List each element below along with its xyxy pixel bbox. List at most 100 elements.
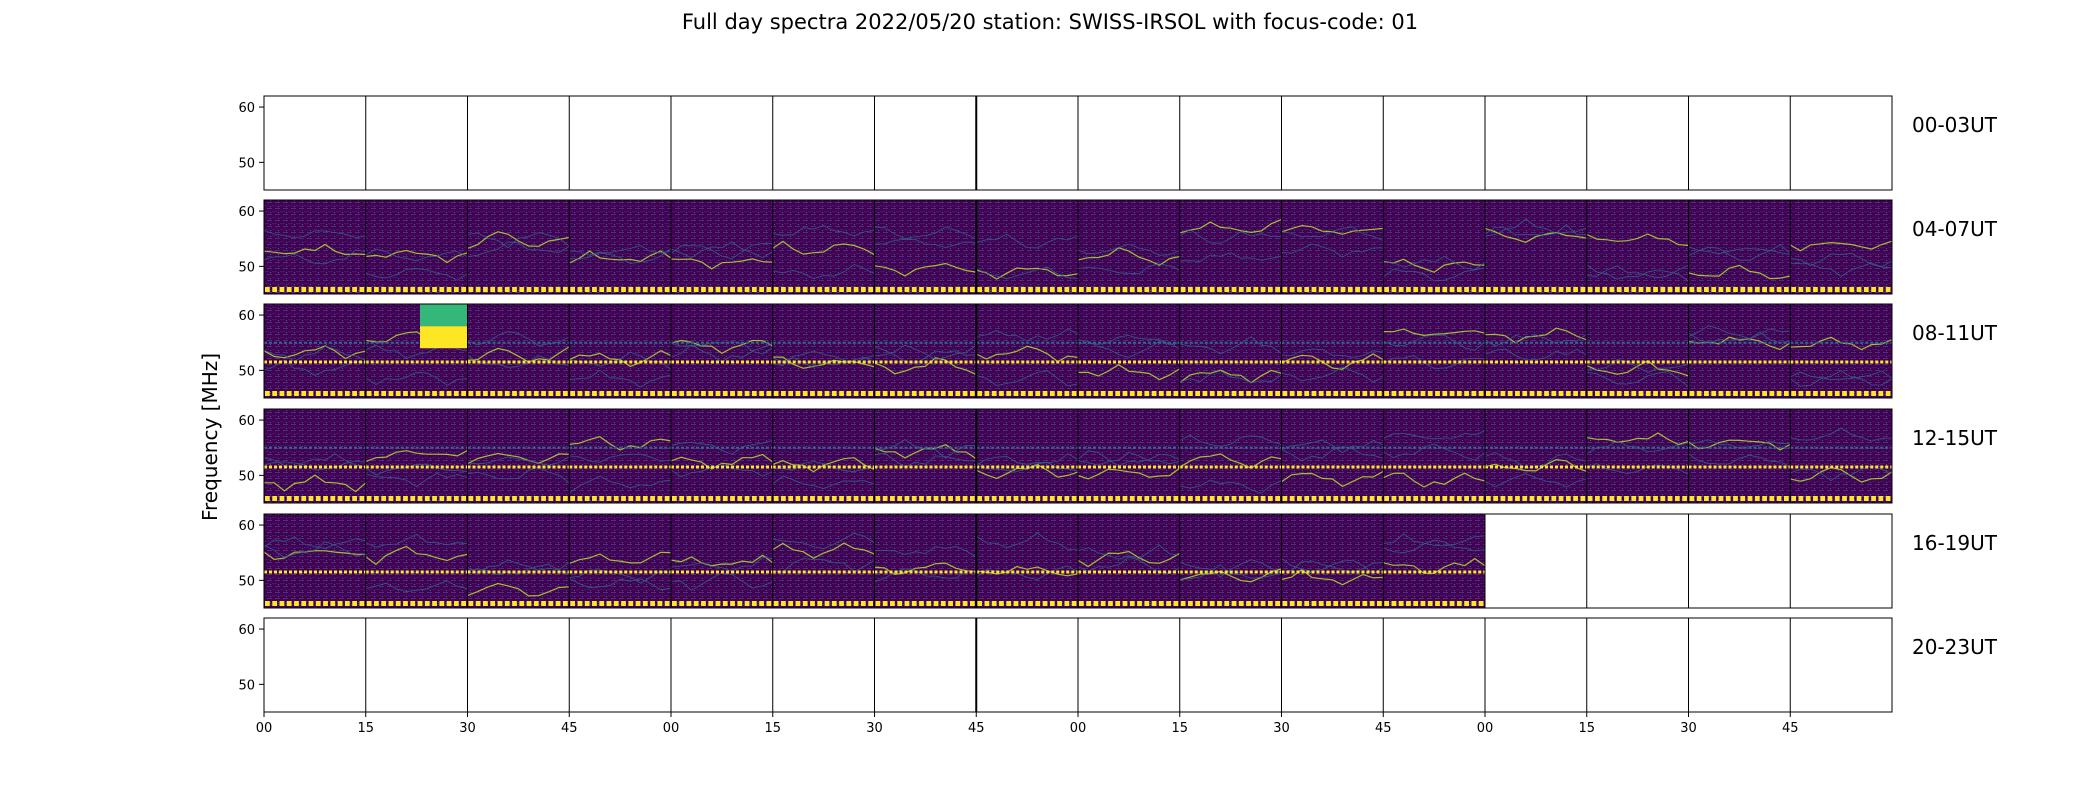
x-tick-label: 45: [968, 721, 985, 736]
calibration-marker: [497, 601, 503, 606]
calibration-marker: [1158, 601, 1164, 606]
emission-trace: [263, 249, 366, 265]
calibration-marker: [1398, 287, 1404, 292]
emission-trace: [365, 580, 468, 593]
emission-trace: [1383, 267, 1486, 282]
calibration-marker: [1783, 287, 1789, 292]
calibration-marker: [512, 391, 517, 396]
emission-trace: [670, 243, 773, 260]
calibration-marker: [1064, 287, 1070, 292]
calibration-marker: [940, 496, 946, 501]
emission-trace: [1077, 467, 1181, 480]
calibration-marker: [1202, 391, 1208, 396]
calibration-marker: [1427, 496, 1433, 501]
emission-trace: [874, 346, 977, 364]
calibration-marker: [1551, 287, 1557, 292]
calibration-marker: [1595, 391, 1600, 396]
calibration-marker: [1776, 287, 1782, 292]
calibration-marker: [751, 601, 757, 606]
calibration-marker: [1660, 287, 1666, 292]
calibration-marker: [766, 287, 772, 292]
calibration-marker: [1573, 287, 1578, 292]
calibration-marker: [1318, 601, 1324, 606]
calibration-marker: [1813, 287, 1818, 292]
calibration-marker: [1028, 601, 1033, 606]
calibration-marker: [853, 287, 859, 292]
y-tick-label: 50: [238, 364, 255, 379]
calibration-marker: [1595, 496, 1600, 501]
calibration-marker: [432, 391, 437, 396]
row-04-07UT: 60 50 04-07UT: [238, 199, 1998, 295]
calibration-marker: [1849, 496, 1855, 501]
calibration-marker: [1834, 496, 1840, 501]
emission-trace: [1484, 473, 1587, 488]
calibration-marker: [1224, 287, 1230, 292]
burst-region: [420, 304, 468, 327]
calibration-marker: [1246, 391, 1251, 396]
calibration-marker: [1791, 287, 1797, 292]
calibration-marker: [1035, 496, 1041, 501]
calibration-marker: [388, 496, 394, 501]
calibration-marker: [933, 496, 939, 501]
emission-trace: [874, 568, 977, 583]
calibration-marker: [352, 287, 357, 292]
calibration-marker: [439, 496, 445, 501]
emission-trace: [263, 230, 366, 239]
calibration-marker: [991, 287, 997, 292]
calibration-marker: [672, 391, 677, 396]
calibration-marker: [1384, 391, 1390, 396]
spectrum-panel: [1179, 304, 1282, 398]
calibration-marker: [1166, 391, 1171, 396]
calibration-marker: [1616, 287, 1622, 292]
row-frame: [263, 303, 1893, 399]
calibration-marker: [1340, 391, 1346, 396]
calibration-marker: [308, 391, 314, 396]
calibration-marker: [570, 391, 576, 396]
calibration-marker: [497, 391, 503, 396]
calibration-marker: [315, 601, 321, 606]
emission-trace: [365, 463, 468, 476]
emission-trace: [976, 267, 1079, 280]
emission-trace: [1586, 371, 1689, 387]
calibration-marker: [1028, 496, 1033, 501]
calibration-marker: [1435, 287, 1440, 292]
calibration-marker: [1326, 601, 1331, 606]
spectrum-panel: [1485, 409, 1587, 503]
calibration-marker: [432, 601, 437, 606]
calibration-marker: [1536, 391, 1542, 396]
calibration-marker: [846, 391, 852, 396]
calibration-marker: [1079, 601, 1084, 606]
row-label: 16-19UT: [1912, 531, 1998, 555]
calibration-marker: [1282, 496, 1288, 501]
emission-trace: [467, 466, 570, 484]
emission-trace: [1281, 439, 1384, 454]
calibration-marker: [1057, 391, 1062, 396]
calibration-marker: [730, 496, 735, 501]
calibration-marker: [1834, 287, 1840, 292]
calibration-marker: [897, 287, 903, 292]
calibration-marker: [1100, 287, 1106, 292]
emission-trace: [569, 475, 672, 494]
calibration-marker: [1682, 496, 1687, 501]
calibration-marker: [1209, 391, 1215, 396]
emission-trace: [1484, 218, 1587, 237]
calibration-marker: [831, 287, 837, 292]
calibration-marker: [1863, 496, 1869, 501]
emission-trace: [1790, 465, 1893, 482]
calibration-marker: [817, 287, 823, 292]
calibration-marker: [272, 287, 278, 292]
y-tick-label: 50: [238, 574, 255, 589]
calibration-marker: [715, 496, 721, 501]
calibration-marker: [831, 391, 837, 396]
calibration-marker: [1311, 496, 1317, 501]
calibration-marker: [1115, 391, 1121, 396]
calibration-marker: [1297, 496, 1302, 501]
calibration-marker: [1340, 287, 1346, 292]
emission-trace: [569, 250, 672, 264]
calibration-marker: [1275, 496, 1280, 501]
emission-trace: [670, 258, 773, 270]
calibration-marker: [1653, 391, 1658, 396]
calibration-marker: [446, 391, 452, 396]
calibration-marker: [417, 391, 423, 396]
calibration-marker: [1289, 496, 1295, 501]
